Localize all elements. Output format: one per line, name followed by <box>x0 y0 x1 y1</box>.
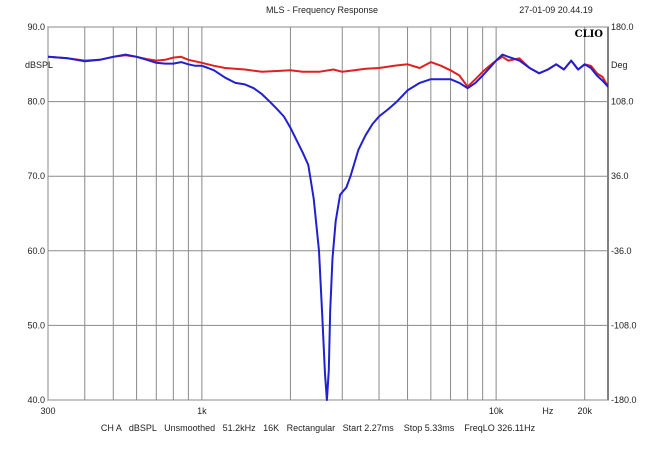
chart-title: MLS - Frequency Response <box>266 5 378 15</box>
y-tick-label-left: 80.0 <box>27 97 45 107</box>
x-tick-label: 10k <box>489 406 504 416</box>
x-tick-label: 20k <box>577 406 592 416</box>
grid <box>47 26 608 401</box>
x-tick-label: 1k <box>197 406 207 416</box>
y-tick-label-left: 90.0 <box>27 22 45 32</box>
series-line-blue <box>47 53 609 401</box>
plot-frame <box>47 26 609 401</box>
y-tick-label-right: -108.0 <box>611 320 637 330</box>
y-tick-label-right: 108.0 <box>611 97 634 107</box>
right-axis-unit: Deg <box>611 60 628 70</box>
x-tick-label: 300 <box>40 406 55 416</box>
y-tick-label-left: 40.0 <box>27 395 45 405</box>
series-group <box>47 53 609 401</box>
chart-timestamp: 27-01-09 20.44.19 <box>519 5 593 15</box>
x-tick-label: Hz <box>542 406 553 416</box>
clio-logo: CLIO <box>575 29 604 40</box>
left-axis: 90.0 80.0 70.0 60.0 50.0 40.0 <box>27 22 45 405</box>
measurement-settings: CH A dBSPL Unsmoothed 51.2kHz 16K Rectan… <box>101 423 536 433</box>
y-tick-label-left: 70.0 <box>27 171 45 181</box>
right-axis: 180.0 108.0 36.0 -36.0 -108.0 -180.0 <box>611 22 637 405</box>
y-tick-label-right: -180.0 <box>611 395 637 405</box>
left-axis-unit: dBSPL <box>25 60 53 70</box>
y-tick-label-right: -36.0 <box>611 246 632 256</box>
y-tick-label-right: 36.0 <box>611 171 629 181</box>
y-tick-label-right: 180.0 <box>611 22 634 32</box>
y-tick-label-left: 50.0 <box>27 320 45 330</box>
x-axis: 300 1k 10k Hz 20k <box>40 406 592 416</box>
y-tick-label-left: 60.0 <box>27 246 45 256</box>
